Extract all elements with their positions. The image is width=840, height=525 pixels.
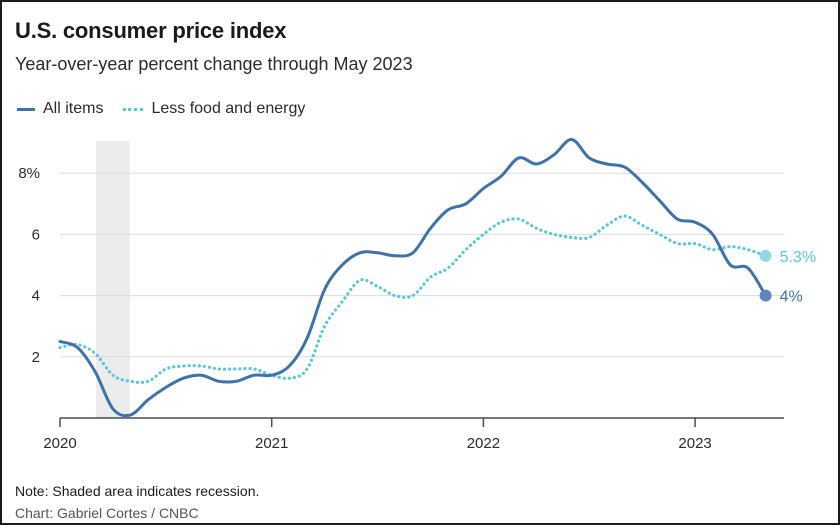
- x-tick-label-2023: 2023: [678, 435, 711, 452]
- legend-label-all-items: All items: [43, 100, 104, 117]
- x-tick-label-2021: 2021: [255, 435, 288, 452]
- y-tick-label-2: 2: [32, 349, 40, 366]
- series-line-all-items: [58, 138, 768, 418]
- endpoint-marker-core: [759, 249, 772, 262]
- chart-credit: Chart: Gabriel Cortes / CNBC: [15, 505, 199, 521]
- end-label-core: 5.3%: [780, 249, 816, 266]
- x-tick-label-2022: 2022: [467, 435, 500, 452]
- chart-subtitle: Year-over-year percent change through Ma…: [15, 54, 413, 74]
- y-tick-label-6: 6: [32, 226, 40, 243]
- end-label-all-items: 4%: [780, 289, 803, 306]
- legend-label-core: Less food and energy: [151, 100, 306, 117]
- x-tick-label-2020: 2020: [43, 435, 76, 452]
- footnote: Note: Shaded area indicates recession.: [15, 483, 260, 499]
- y-tick-label-4: 4: [32, 288, 40, 305]
- recession-band: [95, 141, 130, 418]
- chart-title: U.S. consumer price index: [15, 18, 287, 43]
- legend-swatch-all-items: [17, 107, 35, 111]
- y-tick-label-8: 8%: [18, 165, 40, 182]
- legend-item-all-items: All items: [17, 100, 103, 118]
- legend: All items Less food and energy: [17, 100, 325, 118]
- series-line-core: [58, 214, 768, 385]
- endpoint-marker-all-items: [759, 289, 772, 302]
- legend-item-core: Less food and energy: [123, 100, 305, 118]
- legend-swatch-core: [123, 107, 144, 111]
